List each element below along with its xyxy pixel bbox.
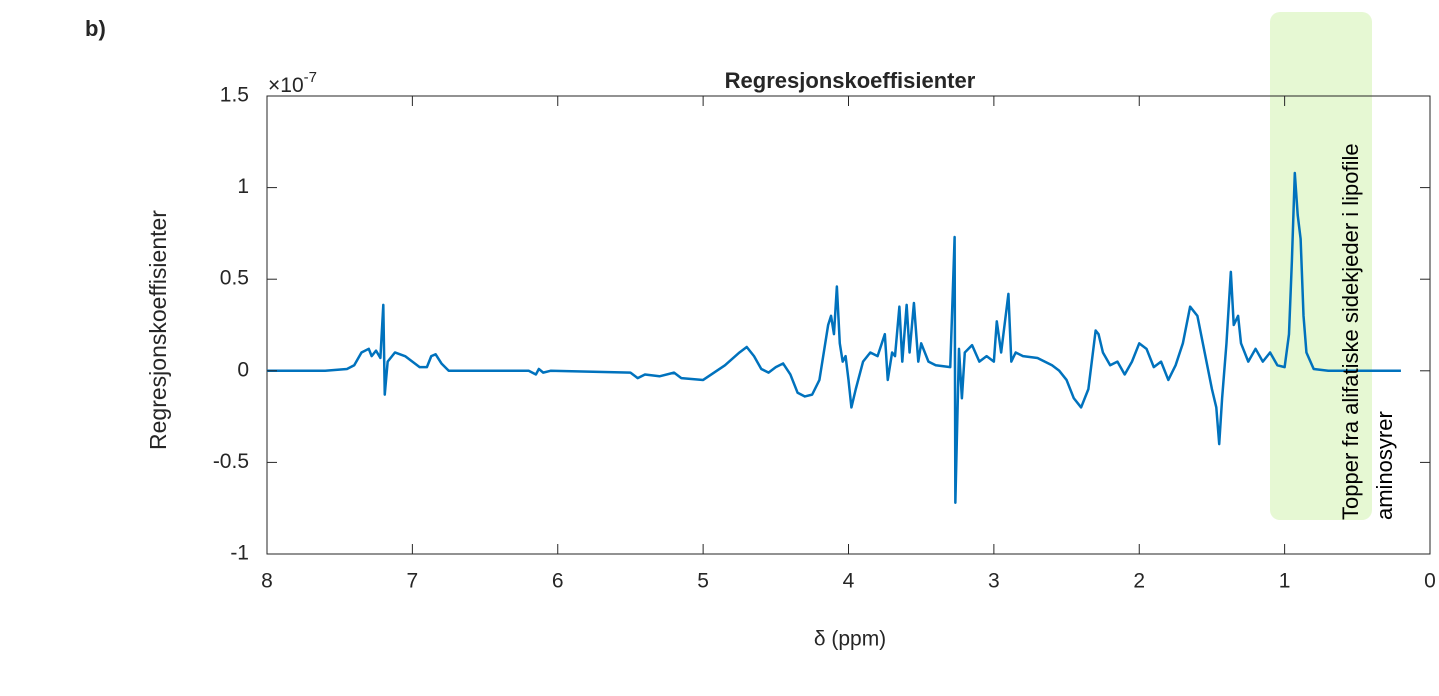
y-tick-label: 1.5 xyxy=(220,84,249,107)
y-axis-label: Regresjonskoeffisienter xyxy=(145,210,171,450)
annotation-line: aminosyrer xyxy=(1372,411,1397,520)
y-tick-label: 0.5 xyxy=(220,267,249,290)
x-tick-label: 4 xyxy=(843,570,855,593)
x-tick-label: 5 xyxy=(697,570,709,593)
y-multiplier-base: ×10 xyxy=(268,74,304,97)
y-tick-label: -1 xyxy=(230,542,249,565)
annotation-line: Topper fra alifatiske sidekjeder i lipof… xyxy=(1338,143,1363,520)
y-multiplier: ×10-7 xyxy=(268,69,317,97)
data-line xyxy=(267,171,1401,504)
y-multiplier-exponent: -7 xyxy=(304,69,317,86)
x-axis-label: δ (ppm) xyxy=(814,628,886,651)
y-tick-label: 1 xyxy=(237,175,249,198)
x-tick-label: 0 xyxy=(1424,570,1436,593)
plot-box xyxy=(266,95,1431,555)
x-tick-label: 1 xyxy=(1279,570,1291,593)
x-tick-label: 7 xyxy=(407,570,419,593)
panel-label: b) xyxy=(85,16,106,41)
x-tick-label: 3 xyxy=(988,570,1000,593)
x-tick-label: 2 xyxy=(1133,570,1145,593)
x-tick-label: 6 xyxy=(552,570,564,593)
chart-title: Regresjonskoeffisienter xyxy=(725,68,976,93)
y-tick-label: 0 xyxy=(237,358,249,381)
y-tick-label: -0.5 xyxy=(213,450,249,473)
highlight-box xyxy=(1270,12,1372,520)
x-tick-label: 8 xyxy=(261,570,273,593)
